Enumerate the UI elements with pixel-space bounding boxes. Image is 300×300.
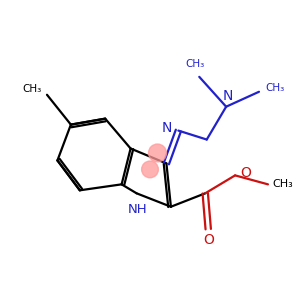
Text: CH₃: CH₃ xyxy=(272,179,293,189)
Text: O: O xyxy=(203,232,214,247)
Text: N: N xyxy=(162,121,172,135)
Text: CH₃: CH₃ xyxy=(266,83,285,93)
Text: CH₃: CH₃ xyxy=(22,84,42,94)
Text: CH₃: CH₃ xyxy=(185,59,204,69)
Text: O: O xyxy=(240,166,251,180)
Text: NH: NH xyxy=(128,203,148,216)
Text: N: N xyxy=(223,89,233,103)
Circle shape xyxy=(142,161,158,178)
Circle shape xyxy=(148,144,166,162)
